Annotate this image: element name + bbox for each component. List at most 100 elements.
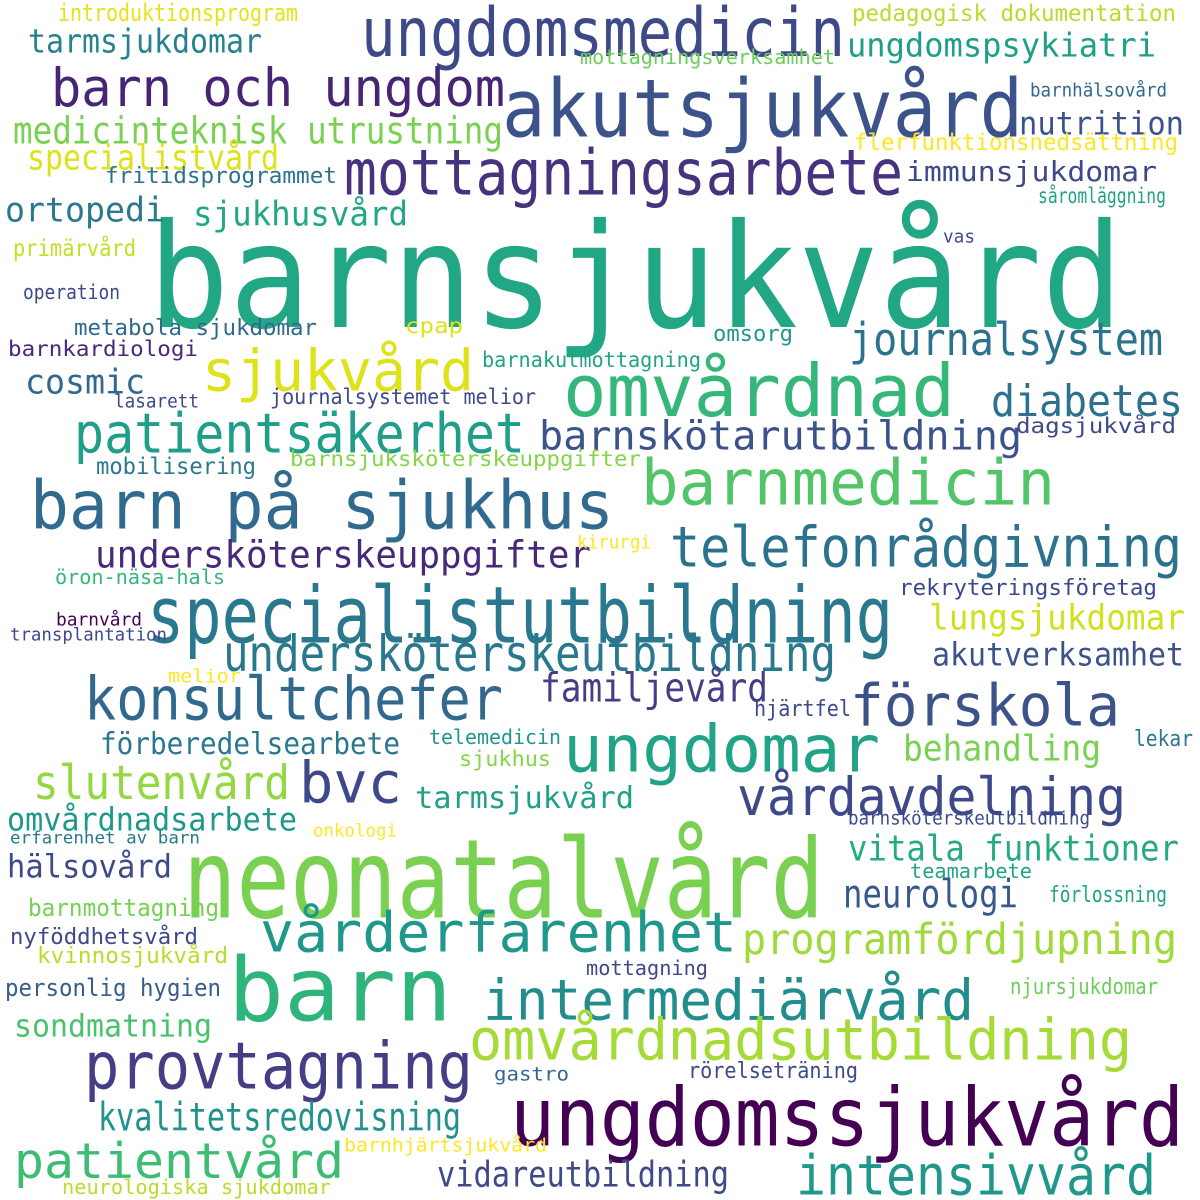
word-flerfunktionsnedsattning: flerfunktionsnedsättning <box>854 129 1178 157</box>
word-njursjukdomar: njursjukdomar <box>1010 973 1158 1000</box>
word-lungsjukdomar: lungsjukdomar <box>929 596 1185 638</box>
word-barnakutmottagning: barnakutmottagning <box>482 346 701 373</box>
word-journalsystem: journalsystem <box>849 313 1163 367</box>
word-vas: vas <box>943 226 975 248</box>
word-underskoterskeutbildning: undersköterskeutbildning <box>223 625 836 684</box>
word-konsultchefer: konsultchefer <box>84 664 503 735</box>
word-telemedicin: telemedicin <box>429 725 561 750</box>
word-patientsakerhet: patientsäkerhet <box>74 402 525 466</box>
word-kvalitetsredovisning: kvalitetsredovisning <box>98 1094 461 1141</box>
word-kirurgi: kirurgi <box>577 531 651 555</box>
word-tarmsjukvard: tarmsjukvård <box>415 780 634 816</box>
word-barnhalsovard: barnhälsovård <box>1030 79 1167 103</box>
word-oron-nasa-hals: öron-näsa-hals <box>55 565 225 590</box>
word-journalsystemet-melior: journalsystemet melior <box>270 383 536 410</box>
word-primarvard: primärvård <box>13 235 136 263</box>
word-barn: barn <box>228 938 452 1042</box>
word-diabetes: diabetes <box>991 374 1183 427</box>
word-ungdomssjukvard: ungdomssjukvård <box>510 1071 1184 1166</box>
word-familjevard: familjevård <box>540 664 768 712</box>
word-mottagning: mottagning <box>586 956 708 981</box>
word-forlossning: förlossning <box>1049 881 1167 908</box>
word-barnsjukskoterskeuppgifter: barnsjuksköterskeuppgifter <box>290 445 641 472</box>
word-nutrition: nutrition <box>1019 105 1184 143</box>
word-metabola-sjukdomar: metabola sjukdomar <box>74 314 317 341</box>
word-operation: operation <box>23 280 120 305</box>
word-rekryteringsforetag: rekryteringsföretag <box>899 574 1157 601</box>
word-barnmottagning: barnmottagning <box>28 894 219 923</box>
word-barnskotarutbildning: barnskötarutbildning <box>539 412 1022 460</box>
word-sjukhus: sjukhus <box>459 745 551 772</box>
word-gastro: gastro <box>494 1063 569 1087</box>
word-saromlaggning: såromläggning <box>1038 182 1166 209</box>
word-intensivvard: intensivvård <box>796 1144 1156 1200</box>
word-underskoterskeuppgifter: undersköterskeuppgifter <box>95 533 591 577</box>
word-fritidsprogrammet: fritidsprogrammet <box>105 162 337 189</box>
word-halsovard: hälsovård <box>7 848 172 886</box>
word-barn-och-ungdom: barn och ungdom <box>51 56 505 119</box>
word-rorelsetraning: rörelseträning <box>688 1057 858 1084</box>
word-barnhjartsjukvard: barnhjärtsjukvård <box>344 1134 547 1158</box>
word-provtagning: provtagning <box>84 1028 473 1105</box>
word-transplantation: transplantation <box>10 624 167 646</box>
word-omvardnad: omvårdnad <box>563 350 955 434</box>
word-forberedelsearbete: förberedelsearbete <box>100 726 400 762</box>
word-barnvard: barnvård <box>56 609 142 631</box>
word-mottagningsarbete: mottagningsarbete <box>344 136 903 211</box>
word-patientvard: patientvård <box>14 1132 344 1190</box>
word-personlig-hygien: personlig hygien <box>5 974 221 1003</box>
word-omvardnadsutbildning: omvårdnadsutbildning <box>469 1006 1132 1074</box>
word-specialistutbildning: specialistutbildning <box>147 570 893 662</box>
word-barnsjukvard: barnsjukvård <box>148 193 1123 362</box>
word-barnmedicin: barnmedicin <box>641 446 1055 521</box>
word-pedagogisk-dokumentation: pedagogisk dokumentation <box>852 0 1176 28</box>
word-cosmic: cosmic <box>25 361 145 402</box>
word-immunsjukdomar: immunsjukdomar <box>906 155 1157 189</box>
word-ungdomspsykiatri: ungdomspsykiatri <box>847 26 1156 65</box>
word-sjukhusvard: sjukhusvård <box>193 193 408 234</box>
word-slutenvard: slutenvård <box>33 755 290 811</box>
word-mottagningsverksamhet: mottagningsverksamhet <box>580 45 835 70</box>
word-omsorg: omsorg <box>713 320 793 347</box>
word-hjartfel: hjärtfel <box>754 695 851 722</box>
word-ortopedi: ortopedi <box>5 189 165 230</box>
word-melior: melior <box>168 665 241 689</box>
word-forskola: förskola <box>850 671 1120 740</box>
word-cpap: cpap <box>405 312 463 339</box>
word-intermediarvard: intermediärvård <box>483 967 974 1033</box>
word-mobilisering: mobilisering <box>96 453 256 481</box>
word-neonatalvard: neonatalvård <box>183 815 824 944</box>
word-sjukvard: sjukvård <box>202 337 474 405</box>
word-telefonradgivning: telefonrådgivning <box>670 514 1182 580</box>
word-erfarenhet-av-barn: erfarenhet av barn <box>10 827 200 848</box>
word-kvinnosjukvard: kvinnosjukvård <box>37 942 229 969</box>
word-neurologi: neurologi <box>843 871 1018 918</box>
word-bvc: bvc <box>299 749 402 817</box>
word-lekar: lekar <box>1134 725 1193 752</box>
word-lasarett: lasarett <box>114 390 199 414</box>
word-barnskoterskeutbildning: barnsköterskeutbildning <box>848 807 1090 831</box>
word-ungdomsmedicin: ungdomsmedicin <box>361 0 845 73</box>
word-neurologiska-sjukdomar: neurologiska sjukdomar <box>62 1175 331 1200</box>
word-specialistvard: specialistvård <box>27 136 279 178</box>
word-introduktionsprogram: introduktionsprogram <box>58 0 298 28</box>
word-ungdomar: ungdomar <box>563 711 880 788</box>
word-omvardnadsarbete: omvårdnadsarbete <box>7 801 297 839</box>
word-sondmatning: sondmatning <box>14 1007 213 1044</box>
word-akutverksamhet: akutverksamhet <box>932 636 1184 674</box>
word-teamarbete: teamarbete <box>910 859 1032 884</box>
word-barn-pa-sjukhus: barn på sjukhus <box>30 467 614 546</box>
word-behandling: behandling <box>903 727 1101 770</box>
word-vitala-funktioner: vitala funktioner <box>848 827 1179 870</box>
word-nyfoddhetsvard: nyföddhetsvård <box>10 923 198 950</box>
word-barnkardiologi: barnkardiologi <box>8 335 198 362</box>
word-dagsjukvard: dagsjukvård <box>1016 412 1176 439</box>
word-vidareutbildning: vidareutbildning <box>437 1153 729 1196</box>
word-medicinteknisk-utrustning: medicinteknisk utrustning <box>13 109 503 153</box>
word-programfordjupning: programfördjupning <box>742 913 1177 965</box>
word-vardavdelning: vårdavdelning <box>737 765 1126 828</box>
word-akutsjukvard: akutsjukvård <box>502 61 1023 156</box>
word-tarmsjukdomar: tarmsjukdomar <box>28 22 262 61</box>
word-onkologi: onkologi <box>313 820 397 842</box>
